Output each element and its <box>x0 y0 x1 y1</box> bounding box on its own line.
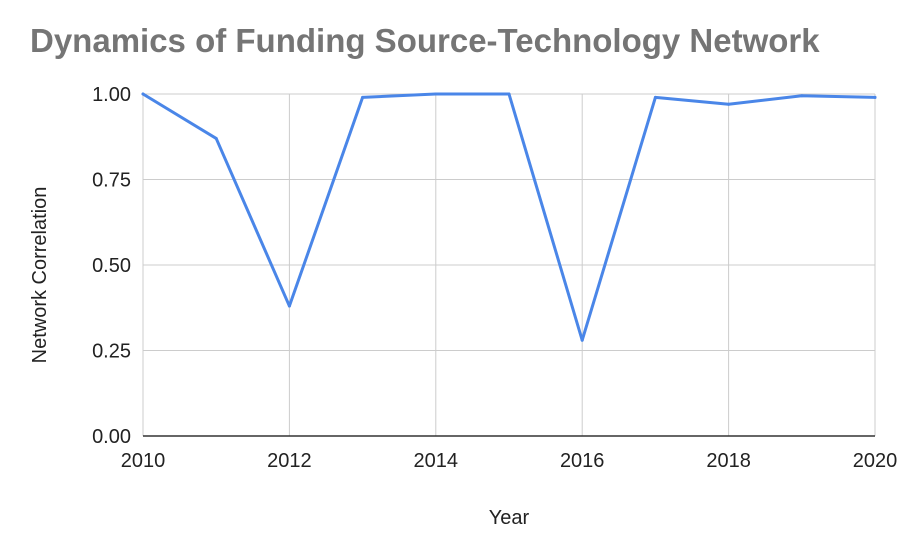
chart-title: Dynamics of Funding Source-Technology Ne… <box>30 22 820 59</box>
series-line-group <box>141 92 877 342</box>
data-point <box>507 92 511 96</box>
data-point <box>287 304 291 308</box>
x-tick-label: 2010 <box>121 450 166 472</box>
y-tick-label: 0.00 <box>92 426 131 448</box>
data-point <box>873 95 877 99</box>
x-axis-label: Year <box>489 507 530 529</box>
data-point <box>653 95 657 99</box>
data-point <box>361 95 365 99</box>
data-point <box>434 92 438 96</box>
y-tick-label: 0.50 <box>92 255 131 277</box>
x-tick-label: 2018 <box>706 450 751 472</box>
x-tick-label: 2012 <box>267 450 312 472</box>
x-tick-label: 2014 <box>414 450 459 472</box>
data-point <box>580 338 584 342</box>
tick-labels: 2010 2012 2014 2016 2018 2020 0.00 0.25 0.50 0.75… <box>92 84 897 472</box>
y-axis-label: Network Correlation <box>29 187 51 364</box>
y-tick-label: 0.25 <box>92 341 131 363</box>
data-point <box>800 94 804 98</box>
data-point <box>727 102 731 106</box>
series-line <box>141 92 877 342</box>
y-tick-label: 0.75 <box>92 170 131 192</box>
x-tick-label: 2016 <box>560 450 605 472</box>
x-tick-label: 2020 <box>853 450 898 472</box>
y-tick-label: 1.00 <box>92 84 131 106</box>
grid-lines <box>142 93 876 437</box>
data-point <box>214 136 218 140</box>
data-point <box>141 92 145 96</box>
